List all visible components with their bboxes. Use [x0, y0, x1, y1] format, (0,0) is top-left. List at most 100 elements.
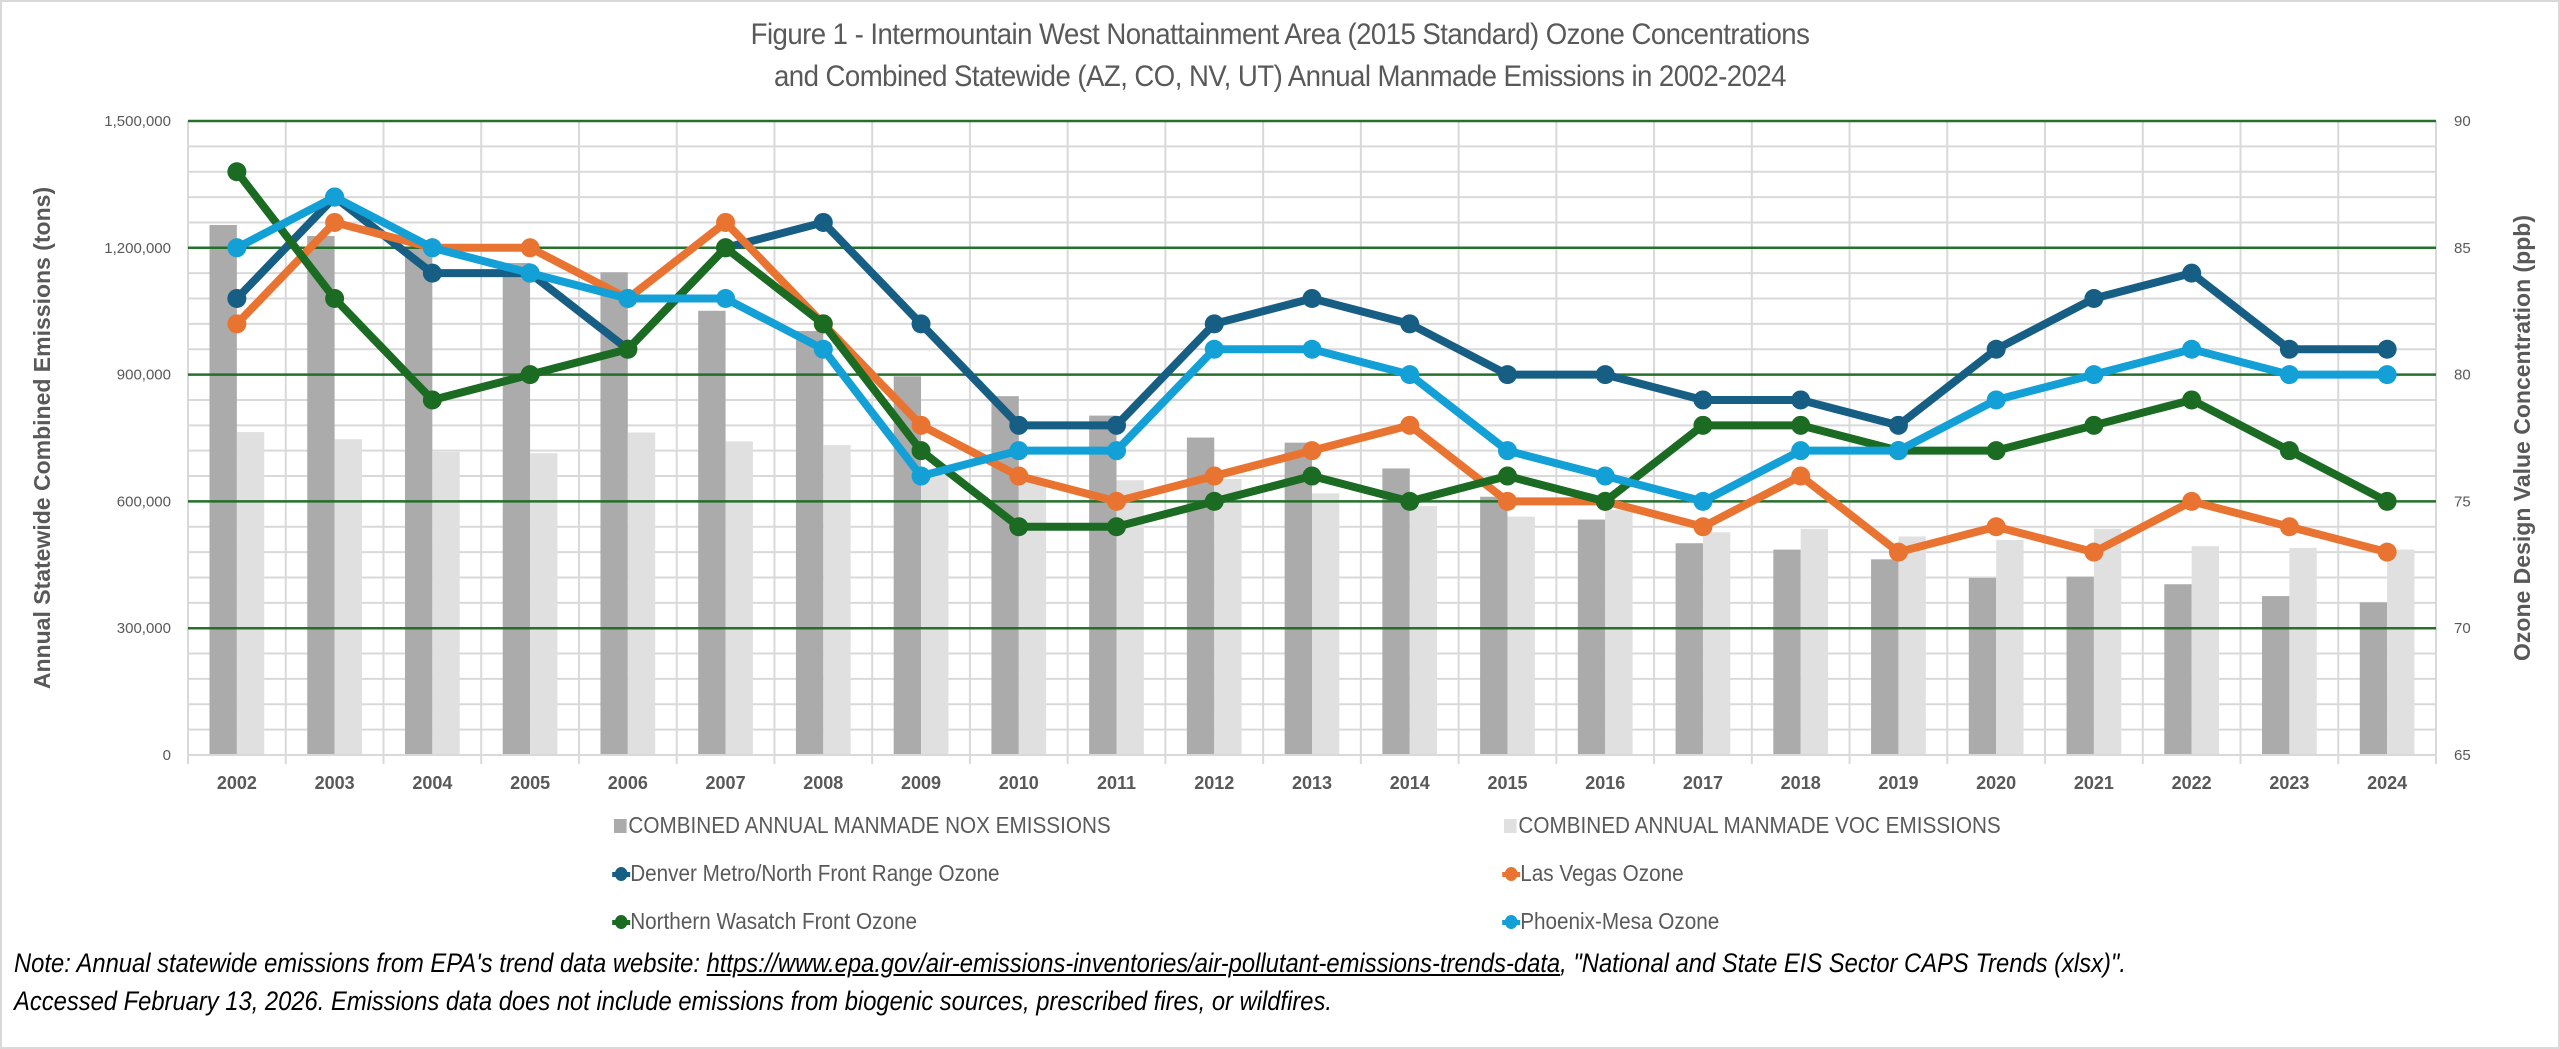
left-axis: 0 300,000 600,000 900,000 1,200,000 1,500,000: [104, 113, 171, 764]
right-axis-title: Ozone Design Value Concentration (ppb): [2509, 215, 2535, 661]
marker-las_vegas-2023: [2279, 517, 2299, 537]
x-tick-label-2002: 2002: [217, 773, 257, 793]
marker-wasatch-2011: [1107, 517, 1127, 537]
footnote-suffix: , "National and State EIS Sector CAPS Tr…: [1560, 948, 2126, 978]
legend-item-voc[interactable]: COMBINED ANNUAL MANMADE VOC EMISSIONS: [1504, 812, 2001, 839]
marker-denver-2024: [2377, 339, 2397, 359]
bar-nox-2002: [209, 224, 237, 755]
right-tick-label: 70: [2454, 620, 2471, 637]
marker-denver-2002: [227, 289, 247, 309]
bar-voc-2016: [1605, 509, 1633, 755]
footnote: Note: Annual statewide emissions from EP…: [14, 944, 2126, 1020]
marker-las_vegas-2010: [1009, 466, 1029, 486]
bar-voc-2004: [432, 451, 460, 755]
legend-marker-wasatch-icon: [612, 914, 631, 930]
marker-las_vegas-2009: [911, 415, 931, 435]
right-axis: 65 70 75 80 85 90: [2454, 113, 2471, 764]
marker-wasatch-2017: [1693, 415, 1713, 435]
epa-trends-link[interactable]: https://www.epa.gov/air-emissions-invent…: [706, 948, 1561, 978]
marker-phoenix-2024: [2377, 365, 2397, 385]
marker-denver-2012: [1204, 314, 1224, 334]
x-tick-label-2013: 2013: [1292, 773, 1332, 793]
bar-voc-2023: [2289, 547, 2317, 755]
marker-las_vegas-2017: [1693, 517, 1713, 537]
x-tick-label-2014: 2014: [1390, 773, 1430, 793]
marker-wasatch-2013: [1302, 466, 1322, 486]
legend-label-nox: COMBINED ANNUAL MANMADE NOX EMISSIONS: [628, 812, 1111, 838]
right-tick-label: 90: [2454, 113, 2471, 130]
left-tick-label: 900,000: [117, 367, 171, 384]
marker-phoenix-2020: [1986, 390, 2006, 410]
x-tick-label-2012: 2012: [1194, 773, 1234, 793]
marker-wasatch-2010: [1009, 517, 1029, 537]
legend-item-las-vegas[interactable]: Las Vegas Ozone: [1502, 860, 1684, 887]
line-series-group: [227, 162, 2397, 562]
marker-las_vegas-2024: [2377, 542, 2397, 562]
marker-denver-2023: [2279, 339, 2299, 359]
marker-wasatch-2016: [1595, 491, 1615, 511]
legend-swatch-nox: [614, 818, 627, 833]
bar-nox-2023: [2262, 596, 2290, 755]
legend-item-phoenix[interactable]: Phoenix-Mesa Ozone: [1502, 908, 1719, 935]
marker-wasatch-2021: [2084, 415, 2104, 435]
bar-nox-2015: [1480, 496, 1508, 755]
legend-marker-las-vegas-icon: [1502, 866, 1521, 882]
marker-phoenix-2010: [1009, 441, 1029, 461]
marker-phoenix-2006: [618, 289, 638, 309]
bar-voc-2012: [1214, 478, 1242, 755]
marker-denver-2004: [422, 263, 442, 283]
marker-phoenix-2021: [2084, 365, 2104, 385]
bar-voc-2009: [921, 476, 949, 755]
marker-denver-2022: [2182, 263, 2202, 283]
bar-nox-2007: [698, 310, 726, 755]
marker-denver-2014: [1400, 314, 1420, 334]
x-tick-label-2023: 2023: [2269, 773, 2309, 793]
marker-wasatch-2008: [813, 314, 833, 334]
left-tick-label: 1,200,000: [104, 240, 171, 257]
bar-nox-2022: [2164, 584, 2192, 755]
x-tick-label-2004: 2004: [412, 773, 452, 793]
marker-wasatch-2005: [520, 365, 540, 385]
left-tick-label: 0: [163, 747, 171, 764]
x-tick-label-2009: 2009: [901, 773, 941, 793]
bar-series-group: [209, 224, 2415, 756]
bar-voc-2008: [823, 445, 851, 755]
marker-las_vegas-2020: [1986, 517, 2006, 537]
bar-nox-2016: [1577, 519, 1606, 755]
legend-label-denver: Denver Metro/North Front Range Ozone: [630, 860, 1000, 886]
legend-item-denver[interactable]: Denver Metro/North Front Range Ozone: [612, 860, 1000, 887]
marker-phoenix-2009: [911, 466, 931, 486]
major-gridlines: [188, 119, 2436, 756]
legend-swatch-voc: [1504, 818, 1517, 833]
bar-voc-2015: [1507, 516, 1535, 755]
left-tick-label: 1,500,000: [104, 113, 171, 130]
legend-label-las-vegas: Las Vegas Ozone: [1520, 860, 1684, 886]
marker-phoenix-2019: [1888, 441, 1908, 461]
marker-phoenix-2013: [1302, 339, 1322, 359]
marker-wasatch-2003: [325, 289, 345, 309]
bar-nox-2012: [1186, 437, 1215, 755]
marker-wasatch-2020: [1986, 441, 2006, 461]
marker-wasatch-2009: [911, 441, 931, 461]
marker-wasatch-2015: [1497, 466, 1517, 486]
x-tick-label-2010: 2010: [999, 773, 1039, 793]
chart-title-line-2: and Combined Statewide (AZ, CO, NV, UT) …: [774, 60, 1787, 93]
bar-voc-2013: [1312, 493, 1340, 755]
marker-phoenix-2008: [813, 339, 833, 359]
bar-voc-2007: [725, 441, 753, 755]
right-tick-label: 65: [2454, 747, 2471, 764]
marker-phoenix-2003: [325, 187, 345, 207]
legend-item-wasatch[interactable]: Northern Wasatch Front Ozone: [612, 908, 917, 935]
bar-voc-2005: [530, 453, 558, 755]
footnote-prefix: Note: Annual statewide emissions from EP…: [14, 948, 707, 978]
bar-voc-2022: [2191, 546, 2220, 755]
footnote-line-1: Note: Annual statewide emissions from EP…: [14, 944, 2126, 982]
legend-item-nox[interactable]: COMBINED ANNUAL MANMADE NOX EMISSIONS: [614, 812, 1111, 839]
bar-voc-2014: [1409, 506, 1438, 755]
line-denver: [233, 193, 2388, 430]
marker-las_vegas-2014: [1400, 415, 1420, 435]
x-tick-label-2024: 2024: [2367, 773, 2407, 793]
bar-voc-2020: [1996, 539, 2024, 755]
marker-las_vegas-2012: [1204, 466, 1224, 486]
